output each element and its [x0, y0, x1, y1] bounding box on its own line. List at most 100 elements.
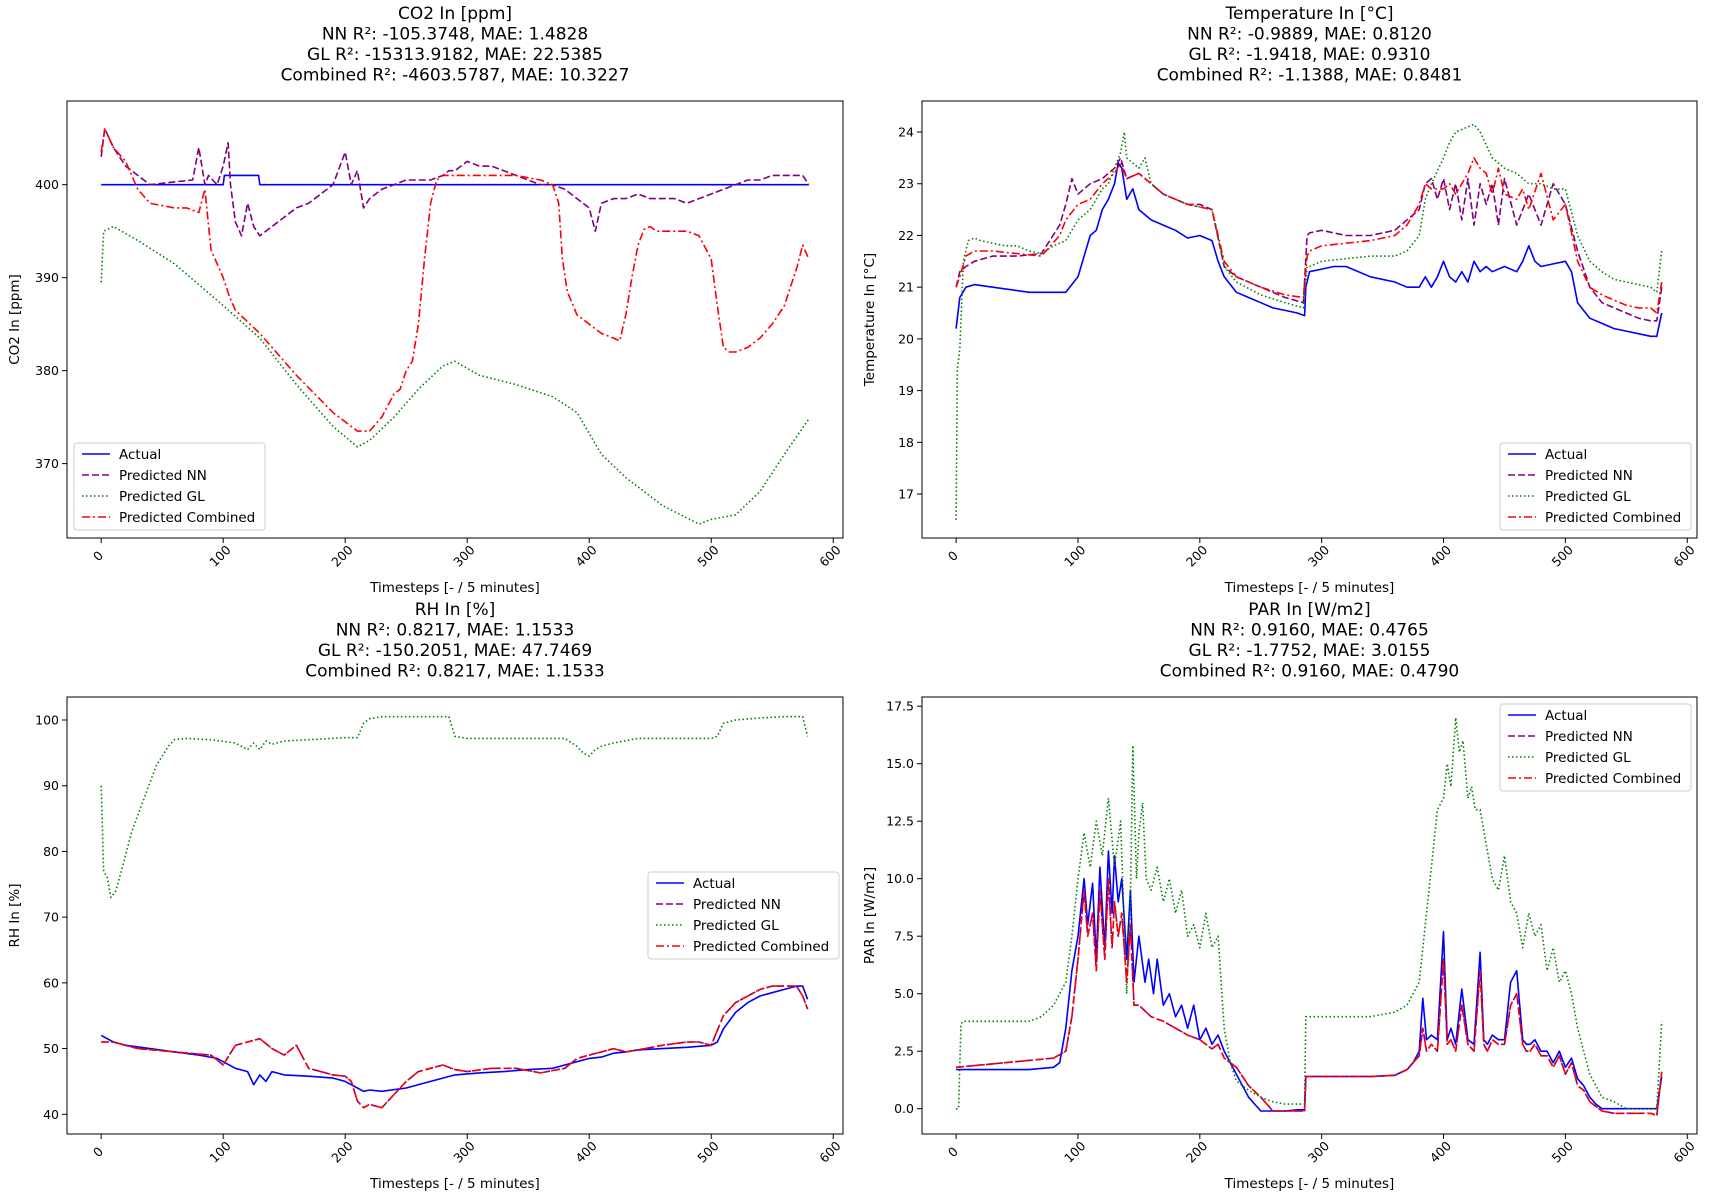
- y-axis-label: PAR In [W/m2]: [862, 867, 878, 964]
- legend: Actual Predicted NN Predicted GL Predicted …: [1499, 442, 1692, 531]
- y-tick-label: 90: [43, 778, 59, 793]
- y-tick-label: 50: [43, 1041, 59, 1056]
- x-tick-label: 100: [206, 1138, 234, 1166]
- subplot-metrics-line: NN R²: 0.8217, MAE: 1.1533: [336, 621, 575, 641]
- y-tick-label: 22: [898, 228, 914, 243]
- x-axis-label: Timesteps [- / 5 minutes]: [369, 580, 540, 596]
- series-line-predicted-gl: [100, 715, 809, 899]
- y-tick-label: 370: [35, 456, 59, 471]
- x-tick-label: 500: [1548, 542, 1576, 570]
- subplot-metrics-line: GL R²: -1.9418, MAE: 0.9310: [1189, 45, 1431, 65]
- series-group: [100, 128, 810, 525]
- x-tick-label: 200: [328, 542, 356, 570]
- y-tick-label: 5.0: [894, 986, 914, 1001]
- axes-frame: [66, 696, 844, 1135]
- y-tick-label: 7.5: [894, 929, 914, 944]
- series-line-actual: [956, 850, 1663, 1112]
- y-tick-label: 400: [35, 177, 59, 192]
- y-tick-label: 80: [43, 844, 59, 859]
- legend-entry-label: Predicted NN: [1545, 729, 1633, 745]
- series-line-predicted-nn: [101, 985, 809, 1109]
- x-tick-label: 400: [572, 1138, 600, 1166]
- y-tick-label: 100: [35, 713, 59, 728]
- legend-entry-label: Predicted Combined: [1545, 510, 1681, 526]
- y-axis-label: Temperature In [°C]: [862, 253, 878, 387]
- x-tick-label: 300: [450, 542, 478, 570]
- x-axis-label: Timesteps [- / 5 minutes]: [1224, 580, 1395, 596]
- y-tick-label: 40: [43, 1107, 59, 1122]
- x-tick-label: 200: [328, 1138, 356, 1166]
- y-tick-label: 24: [898, 125, 914, 140]
- series-line-predicted-nn: [956, 877, 1663, 1117]
- x-tick-label: 500: [1548, 1138, 1576, 1166]
- x-tick-label: 500: [694, 542, 722, 570]
- y-tick-label: 390: [35, 270, 59, 285]
- y-tick-label: 19: [898, 383, 914, 398]
- y-tick-label: 17: [898, 487, 914, 502]
- y-axis-label: CO2 In [ppm]: [7, 274, 23, 365]
- y-axis-label: RH In [%]: [7, 883, 23, 947]
- subplot-metrics-line: NN R²: -105.3748, MAE: 1.4828: [322, 25, 588, 45]
- x-tick-label: 400: [572, 542, 600, 570]
- y-tick-label: 10.0: [886, 871, 914, 886]
- y-tick-label: 60: [43, 975, 59, 990]
- series-line-actual: [955, 162, 1663, 338]
- x-tick-label: 300: [450, 1138, 478, 1166]
- subplot-2: Temperature In [°C]NN R²: -0.9889, MAE: …: [862, 4, 1698, 596]
- series-group: [955, 123, 1663, 520]
- series-line-predicted-combined: [101, 985, 809, 1109]
- subplot-metrics-line: Combined R²: 0.9160, MAE: 0.4790: [1160, 662, 1459, 682]
- y-tick-label: 21: [898, 280, 914, 295]
- x-tick-label: 400: [1427, 1138, 1455, 1166]
- subplot-metrics-line: GL R²: -150.2051, MAE: 47.7469: [318, 641, 592, 661]
- legend-box: [1499, 703, 1692, 792]
- series-line-predicted-combined: [955, 157, 1663, 314]
- subplot-4: PAR In [W/m2]NN R²: 0.9160, MAE: 0.4765G…: [862, 600, 1698, 1192]
- legend-entry-label: Actual: [119, 447, 161, 463]
- x-tick-label: 200: [1183, 542, 1211, 570]
- x-tick-label: 0: [945, 1144, 961, 1160]
- axes-frame: [921, 696, 1698, 1135]
- legend-entry-label: Actual: [1545, 708, 1587, 724]
- legend-entry-label: Predicted NN: [1545, 468, 1633, 484]
- x-tick-label: 200: [1183, 1138, 1211, 1166]
- series-line-predicted-combined: [100, 128, 810, 432]
- y-tick-label: 0.0: [894, 1101, 914, 1116]
- legend: Actual Predicted NN Predicted GL Predicted …: [647, 871, 840, 960]
- series-line-predicted-nn: [100, 128, 810, 237]
- y-tick-label: 2.5: [894, 1044, 914, 1059]
- subplot-title: RH In [%]: [415, 600, 496, 620]
- x-tick-label: 400: [1427, 542, 1455, 570]
- legend-box: [1499, 442, 1692, 531]
- legend: Actual Predicted NN Predicted GL Predicted …: [73, 442, 266, 531]
- legend: Actual Predicted NN Predicted GL Predicted …: [1499, 703, 1692, 792]
- subplot-metrics-line: Combined R²: -1.1388, MAE: 0.8481: [1157, 66, 1463, 86]
- x-tick-label: 600: [816, 542, 844, 570]
- x-tick-label: 500: [694, 1138, 722, 1166]
- legend-entry-label: Predicted NN: [119, 468, 207, 484]
- series-group: [956, 716, 1663, 1117]
- x-tick-label: 600: [1670, 1138, 1698, 1166]
- axes-frame: [921, 100, 1698, 539]
- y-tick-label: 17.5: [886, 699, 914, 714]
- x-tick-label: 300: [1305, 1138, 1333, 1166]
- x-tick-label: 100: [1061, 1138, 1089, 1166]
- legend-entry-label: Predicted GL: [693, 918, 779, 934]
- x-axis-label: Timesteps [- / 5 minutes]: [1224, 1176, 1395, 1192]
- y-tick-label: 18: [898, 435, 914, 450]
- series-line-predicted-combined: [956, 877, 1663, 1117]
- subplot-title: CO2 In [ppm]: [398, 4, 512, 24]
- x-tick-label: 0: [945, 548, 961, 564]
- series-line-actual: [100, 985, 809, 1093]
- y-tick-label: 70: [43, 910, 59, 925]
- subplot-metrics-line: NN R²: 0.9160, MAE: 0.4765: [1190, 621, 1429, 641]
- legend-entry-label: Predicted GL: [119, 489, 205, 505]
- subplot-title: PAR In [W/m2]: [1248, 600, 1370, 620]
- legend-entry-label: Predicted Combined: [119, 510, 255, 526]
- legend-entry-label: Predicted NN: [693, 897, 781, 913]
- series-line-actual: [101, 174, 809, 186]
- x-tick-label: 100: [206, 542, 234, 570]
- subplot-metrics-line: Combined R²: 0.8217, MAE: 1.1533: [305, 662, 604, 682]
- legend-entry-label: Predicted GL: [1545, 750, 1631, 766]
